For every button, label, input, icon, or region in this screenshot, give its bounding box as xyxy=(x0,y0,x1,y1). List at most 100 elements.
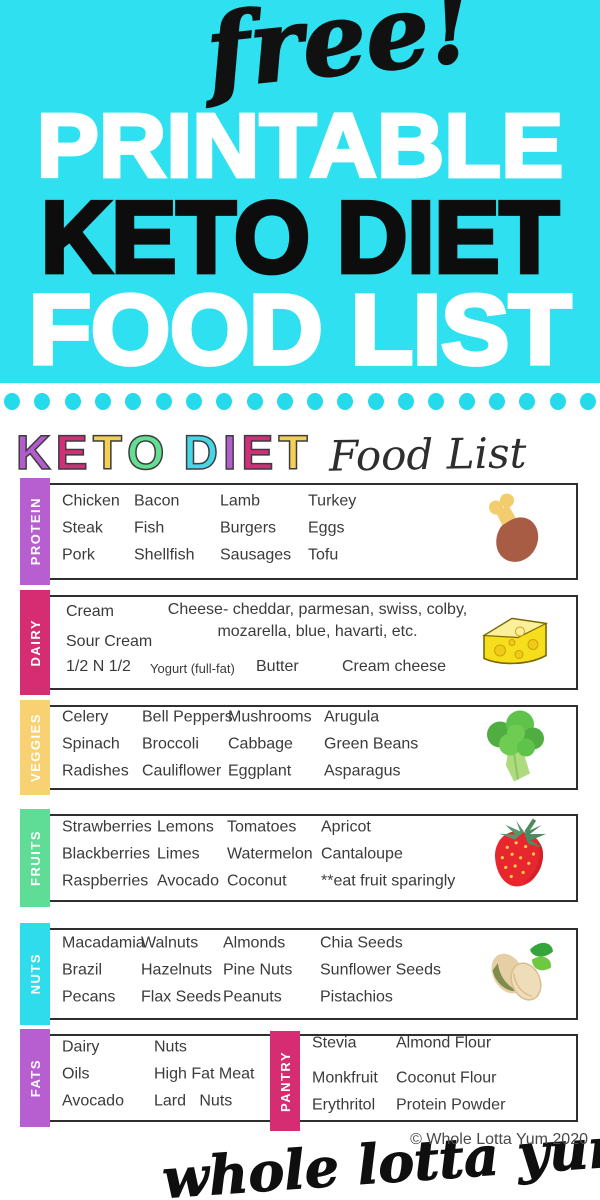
food-item: Yogurt (full-fat) xyxy=(150,661,235,676)
divider-dot xyxy=(489,392,505,410)
divider-dot xyxy=(579,392,596,410)
food-item: Flax Seeds xyxy=(141,988,222,1006)
nuts-tab-label: NUTS xyxy=(27,953,43,995)
title-letter: E xyxy=(241,426,275,481)
divider-dot xyxy=(398,392,415,410)
food-item: Tomatoes xyxy=(227,818,297,836)
fats-tab-label: FATS xyxy=(27,1058,43,1098)
section-protein: PROTEIN Chicken Steak Pork Bacon Fish Shellfi… xyxy=(0,478,600,585)
food-item: Sunflower Seeds xyxy=(320,961,441,979)
food-item: Broccoli xyxy=(142,735,199,752)
divider-dot xyxy=(64,392,81,410)
food-item: Tofu xyxy=(308,546,339,563)
divider-dot xyxy=(4,392,20,410)
divider-dot xyxy=(155,392,172,410)
veggies-box: Celery Spinach Radishes Bell Peppers Broccol… xyxy=(48,705,578,790)
protein-box: Chicken Steak Pork Bacon Fish Shellfish Lamb Bu… xyxy=(48,483,578,580)
food-item: Stevia xyxy=(312,1034,357,1052)
fruits-tab: FRUITS xyxy=(20,809,50,907)
veggies-tab-label: VEGGIES xyxy=(27,712,43,783)
protein-tab-label: PROTEIN xyxy=(27,497,43,566)
title-letter: K xyxy=(15,426,51,481)
drumstick-icon xyxy=(474,492,540,571)
section-dairy: DAIRY Cream Sour Cream 1/2 N 1/2 Cheese-… xyxy=(0,590,600,695)
food-item: Cabbage xyxy=(228,735,293,752)
food-item: Celery xyxy=(62,708,109,725)
food-item: Pistachios xyxy=(320,988,393,1006)
food-item: Fish xyxy=(134,519,165,536)
food-item: Nuts xyxy=(154,1038,187,1056)
food-list-script-subtitle: Food List xyxy=(328,427,527,481)
dairy-tab-label: DAIRY xyxy=(27,618,43,667)
pantry-tab: PANTRY xyxy=(270,1031,300,1131)
food-item: Avocado xyxy=(62,1092,124,1110)
food-column: Apricot Cantaloupe **eat fruit sparingly xyxy=(321,818,455,899)
food-item: Erythritol xyxy=(312,1096,376,1114)
food-item: Eggplant xyxy=(228,762,292,779)
dairy-box: Cream Sour Cream 1/2 N 1/2 Cheese- chedd… xyxy=(48,595,578,690)
food-item: Lemons xyxy=(157,818,214,836)
divider-dot xyxy=(34,392,51,410)
title-letter: T xyxy=(278,426,309,481)
food-item: Radishes xyxy=(62,762,129,779)
food-item: Coconut xyxy=(227,872,287,890)
food-item: Monkfruit xyxy=(312,1069,378,1087)
divider-dot xyxy=(367,392,384,410)
protein-food-columns: Chicken Steak Pork Bacon Fish Shellfish Lamb Bu… xyxy=(62,491,356,572)
pantry-tab-label: PANTRY xyxy=(277,1050,293,1112)
food-column: Almond Flour Coconut Flour Protein Powder xyxy=(396,1034,505,1123)
fruits-food-columns: Strawberries Blackberries Raspberries Lemon… xyxy=(62,818,455,899)
title-letter: E xyxy=(55,426,89,481)
title-letter: O xyxy=(126,426,165,481)
divider-dot xyxy=(125,392,142,410)
food-item: Shellfish xyxy=(134,546,195,563)
food-column: Lemons Limes Avocado xyxy=(157,818,227,899)
fats-tab: FATS xyxy=(20,1029,50,1127)
food-item: Macadamia xyxy=(62,934,145,952)
food-item: Pine Nuts xyxy=(223,961,293,979)
food-column: Bacon Fish Shellfish xyxy=(134,491,220,572)
divider-dot xyxy=(549,392,566,410)
food-item: Avocado xyxy=(157,872,219,890)
food-item: Almonds xyxy=(223,934,286,952)
dairy-tab: DAIRY xyxy=(20,590,50,695)
food-column: Arugula Green Beans Asparagus xyxy=(324,707,418,788)
section-veggies: VEGGIES Celery Spinach Radishes Bell Pepper… xyxy=(0,700,600,795)
food-column: Celery Spinach Radishes xyxy=(62,707,142,788)
food-item: Butter xyxy=(256,658,299,675)
food-item: Pork xyxy=(62,546,95,563)
food-column: Nuts High Fat Meat Lard Nuts xyxy=(154,1038,254,1119)
banner-line-food-list: FOOD LIST xyxy=(26,273,573,387)
food-item: Steak xyxy=(62,519,103,536)
food-item: Lard Nuts xyxy=(154,1092,233,1110)
food-item: Burgers xyxy=(220,519,277,536)
food-item: Oils xyxy=(62,1065,90,1083)
nuts-food-columns: Macadamia Brazil Pecans Walnuts Hazelnuts Fla… xyxy=(62,934,441,1015)
cheese-icon xyxy=(476,609,550,676)
fats-food-columns: Dairy Oils Avocado Nuts High Fat Meat Lard Nu… xyxy=(62,1038,254,1119)
title-letter: T xyxy=(92,426,123,481)
section-nuts: NUTS Macadamia Brazil Pecans Walnuts Hazelnu… xyxy=(0,923,600,1025)
divider-dot xyxy=(307,392,324,410)
food-item: Cream xyxy=(66,603,115,620)
food-item: Hazelnuts xyxy=(141,961,213,979)
food-item: Brazil xyxy=(62,961,103,979)
pantry-box: Stevia Monkfruit Erythritol Almond Flour Coc… xyxy=(298,1034,578,1122)
copyright-text: © Whole Lotta Yum 2020 xyxy=(410,1131,588,1148)
food-item: Chicken xyxy=(62,492,120,509)
food-column: Chicken Steak Pork xyxy=(62,491,134,572)
food-item: Bell Peppers xyxy=(142,708,233,725)
title-letter: I xyxy=(222,426,237,481)
food-column: Mushrooms Cabbage Eggplant xyxy=(228,707,324,788)
food-item: Blackberries xyxy=(62,845,151,863)
food-column: Walnuts Hazelnuts Flax Seeds xyxy=(141,934,223,1015)
food-column: Bell Peppers Broccoli Cauliflower xyxy=(142,707,233,788)
veggies-tab: VEGGIES xyxy=(20,700,50,795)
food-item: Cantaloupe xyxy=(321,845,403,863)
food-column: Strawberries Blackberries Raspberries xyxy=(62,818,157,899)
food-item: Strawberries xyxy=(62,818,152,836)
fruits-box: Strawberries Blackberries Raspberries Lemon… xyxy=(48,814,578,902)
food-column: Stevia Monkfruit Erythritol xyxy=(312,1034,396,1123)
